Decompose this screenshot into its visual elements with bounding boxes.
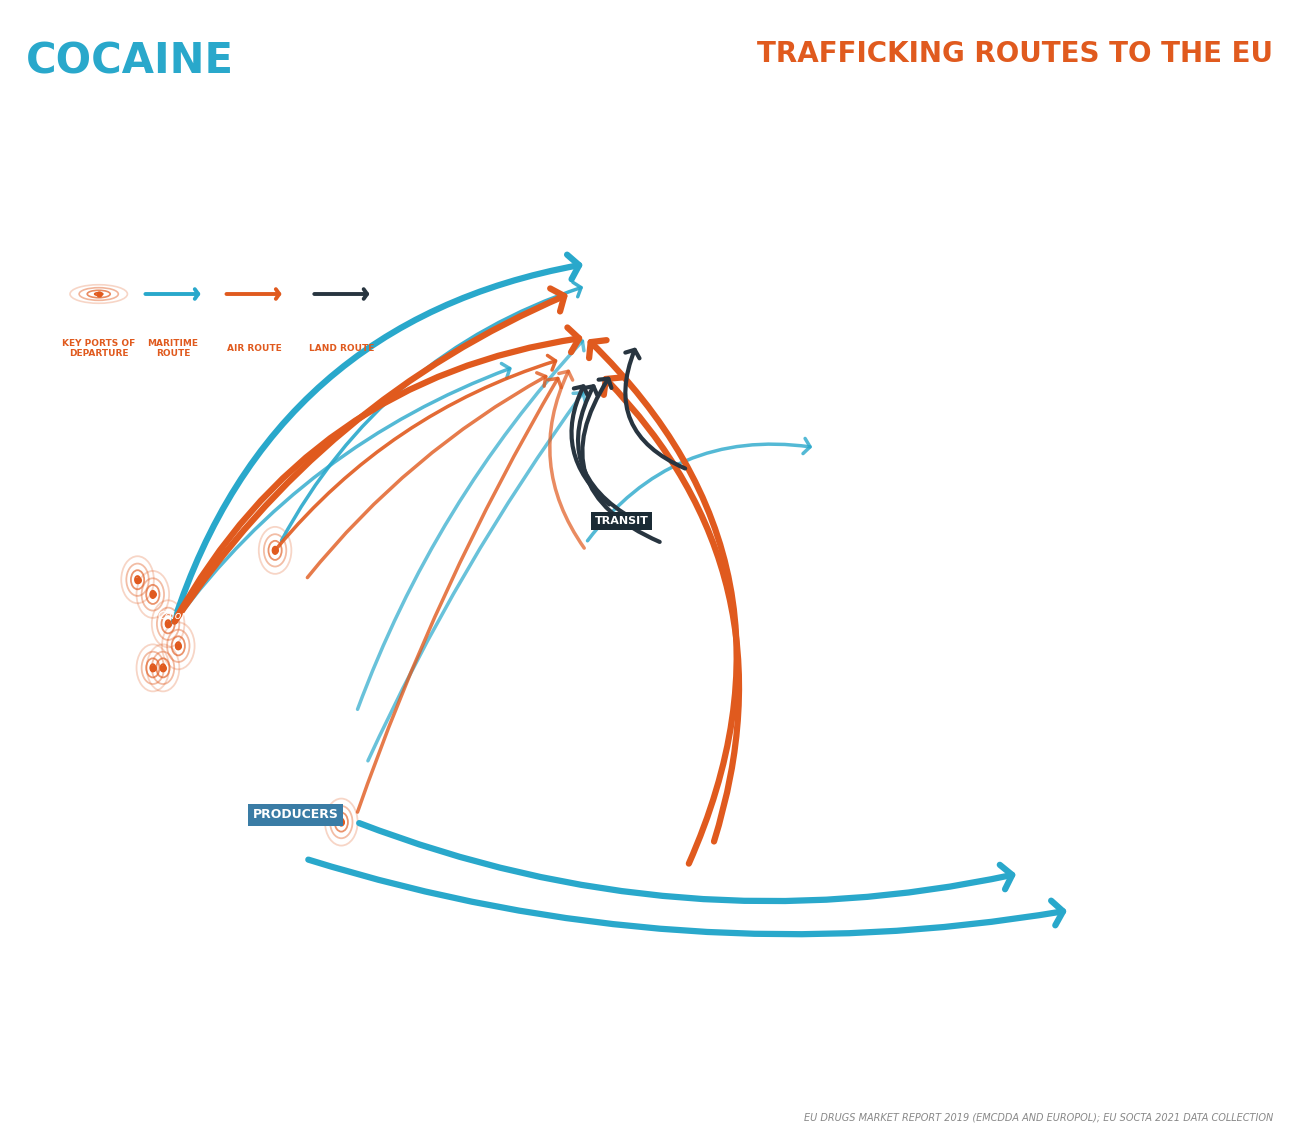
Text: LAND ROUTE: LAND ROUTE <box>309 344 374 354</box>
Text: TRAFFICKING ROUTES TO THE EU: TRAFFICKING ROUTES TO THE EU <box>757 40 1273 68</box>
Text: MARITIME
ROUTE: MARITIME ROUTE <box>148 339 199 358</box>
Text: AIR ROUTE: AIR ROUTE <box>227 344 282 354</box>
Text: Peru: Peru <box>156 714 181 724</box>
Text: PRODUCERS: PRODUCERS <box>252 808 339 821</box>
Text: COCAINE: COCAINE <box>26 40 234 83</box>
Text: EU DRUGS MARKET REPORT 2019 (EMCDDA AND EUROPOL); EU SOCTA 2021 DATA COLLECTION: EU DRUGS MARKET REPORT 2019 (EMCDDA AND … <box>804 1112 1273 1123</box>
Text: TRANSIT: TRANSIT <box>595 515 648 526</box>
Text: Bolivia: Bolivia <box>210 781 248 790</box>
Text: Colombia: Colombia <box>157 612 209 621</box>
Text: KEY PORTS OF
DEPARTURE: KEY PORTS OF DEPARTURE <box>62 339 135 358</box>
